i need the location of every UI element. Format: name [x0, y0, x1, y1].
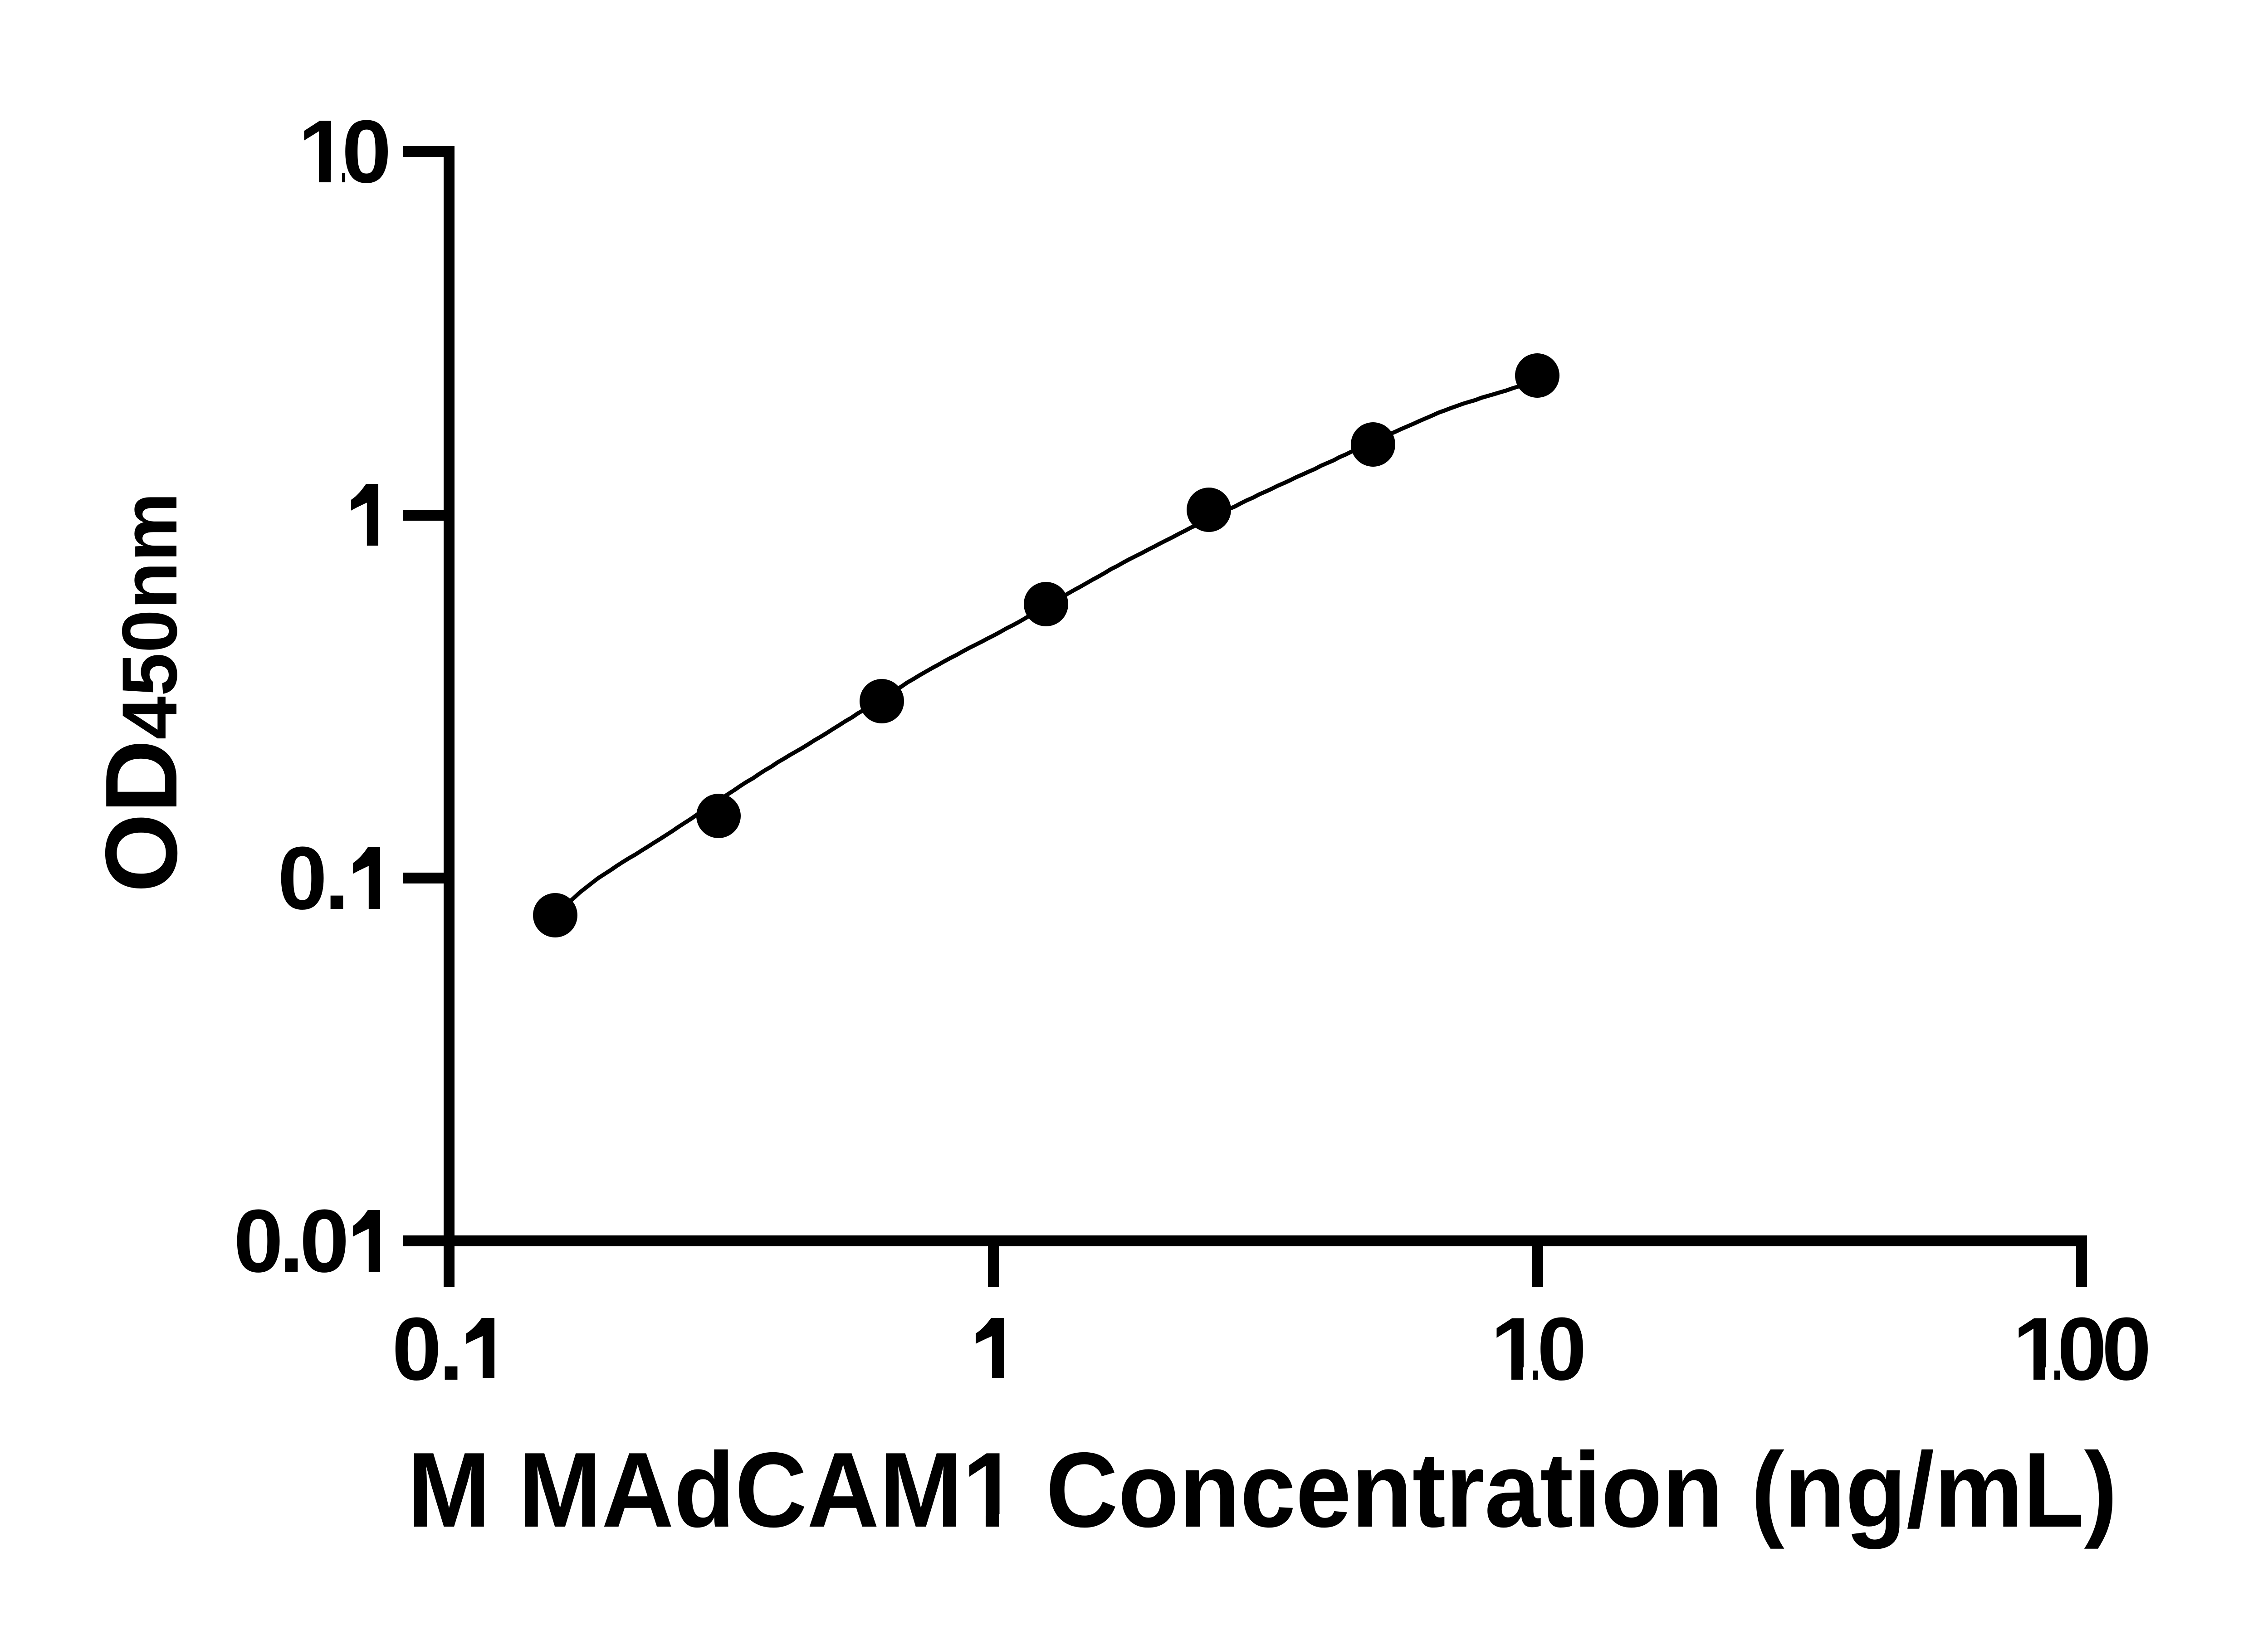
svg-text:10: 10 — [1491, 1299, 1587, 1399]
svg-text:10: 10 — [298, 102, 391, 201]
svg-text:M MAdCAM1 Concentration (ng/mL: M MAdCAM1 Concentration (ng/mL) — [407, 1430, 2117, 1549]
svg-text:OD450nm: OD450nm — [84, 493, 198, 893]
svg-text:100: 100 — [2013, 1299, 2151, 1399]
svg-text:0.: 0. — [392, 1299, 464, 1399]
svg-text:0.: 0. — [278, 828, 349, 928]
svg-text:0.0: 0.0 — [234, 1191, 349, 1291]
